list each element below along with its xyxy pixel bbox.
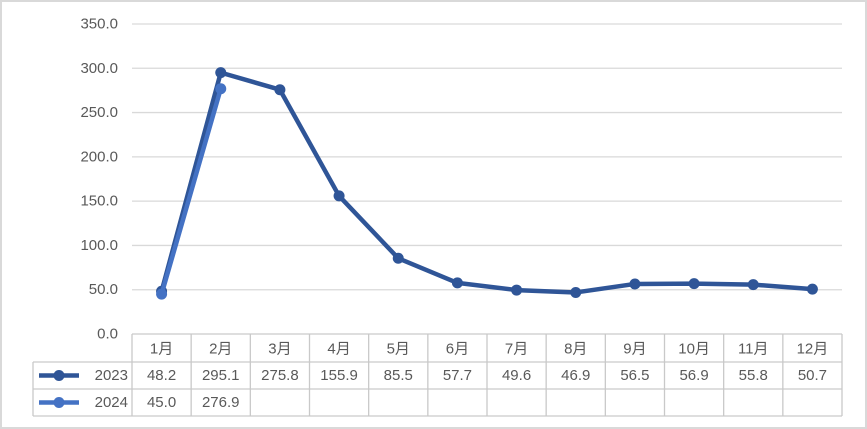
table-header-month: 8月 <box>564 341 587 358</box>
table-header-month: 7月 <box>505 341 528 358</box>
data-point-2023-11月[interactable] <box>747 279 759 291</box>
table-header-month: 1月 <box>150 341 173 358</box>
data-point-2023-7月[interactable] <box>511 284 523 296</box>
y-axis-tick-label: 150.0 <box>80 193 118 210</box>
table-value-cell: 57.7 <box>443 367 472 384</box>
table-value-cell: 45.0 <box>147 394 176 411</box>
table-header-month: 3月 <box>268 341 291 358</box>
table-value-cell: 49.6 <box>502 367 531 384</box>
data-point-2024-1月[interactable] <box>156 288 168 300</box>
y-axis-tick-label: 350.0 <box>80 16 118 33</box>
legend-key-marker-2024 <box>53 397 65 408</box>
data-point-2023-4月[interactable] <box>333 190 345 202</box>
data-point-2024-2月[interactable] <box>215 83 227 95</box>
table-value-cell: 276.9 <box>202 394 240 411</box>
table-value-cell: 55.8 <box>739 367 768 384</box>
table-value-cell: 50.7 <box>798 367 827 384</box>
table-header-month: 4月 <box>327 341 350 358</box>
data-point-2023-9月[interactable] <box>629 278 641 290</box>
table-value-cell: 56.5 <box>620 367 649 384</box>
series-line-2024[interactable] <box>159 86 223 297</box>
table-value-cell: 85.5 <box>384 367 413 384</box>
data-point-2023-10月[interactable] <box>688 278 700 290</box>
y-axis-tick-label: 300.0 <box>80 60 118 77</box>
table-header-month: 12月 <box>797 341 829 358</box>
y-axis-tick-label: 200.0 <box>80 148 118 165</box>
table-value-cell: 56.9 <box>679 367 708 384</box>
y-axis-tick-label: 100.0 <box>80 237 118 254</box>
table-value-cell: 46.9 <box>561 367 590 384</box>
legend-key-marker-2023 <box>53 370 65 381</box>
data-point-2023-6月[interactable] <box>451 277 463 289</box>
series-line-2023[interactable] <box>159 70 815 295</box>
data-point-2023-12月[interactable] <box>806 283 818 295</box>
table-header-month: 6月 <box>446 341 469 358</box>
y-axis-tick-label: 0.0 <box>97 326 118 343</box>
table-header-month: 2月 <box>209 341 232 358</box>
table-header-month: 11月 <box>738 341 769 358</box>
table-header-month: 10月 <box>678 341 710 358</box>
table-value-cell: 48.2 <box>147 367 176 384</box>
data-point-2023-8月[interactable] <box>570 286 582 298</box>
y-axis-tick-label: 50.0 <box>89 281 118 298</box>
data-point-2023-5月[interactable] <box>392 252 404 264</box>
y-axis-tick-label: 250.0 <box>80 104 118 121</box>
series-name-label: 2023 <box>95 367 128 384</box>
table-value-cell: 275.8 <box>261 367 299 384</box>
table-header-month: 5月 <box>387 341 410 358</box>
table-header-month: 9月 <box>623 341 646 358</box>
data-point-2023-2月[interactable] <box>215 67 227 79</box>
data-point-2023-3月[interactable] <box>274 84 286 96</box>
table-value-cell: 155.9 <box>320 367 358 384</box>
series-name-label: 2024 <box>95 394 128 411</box>
table-value-cell: 295.1 <box>202 367 240 384</box>
